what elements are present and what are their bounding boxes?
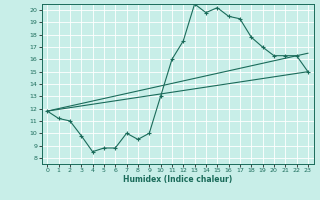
X-axis label: Humidex (Indice chaleur): Humidex (Indice chaleur) (123, 175, 232, 184)
